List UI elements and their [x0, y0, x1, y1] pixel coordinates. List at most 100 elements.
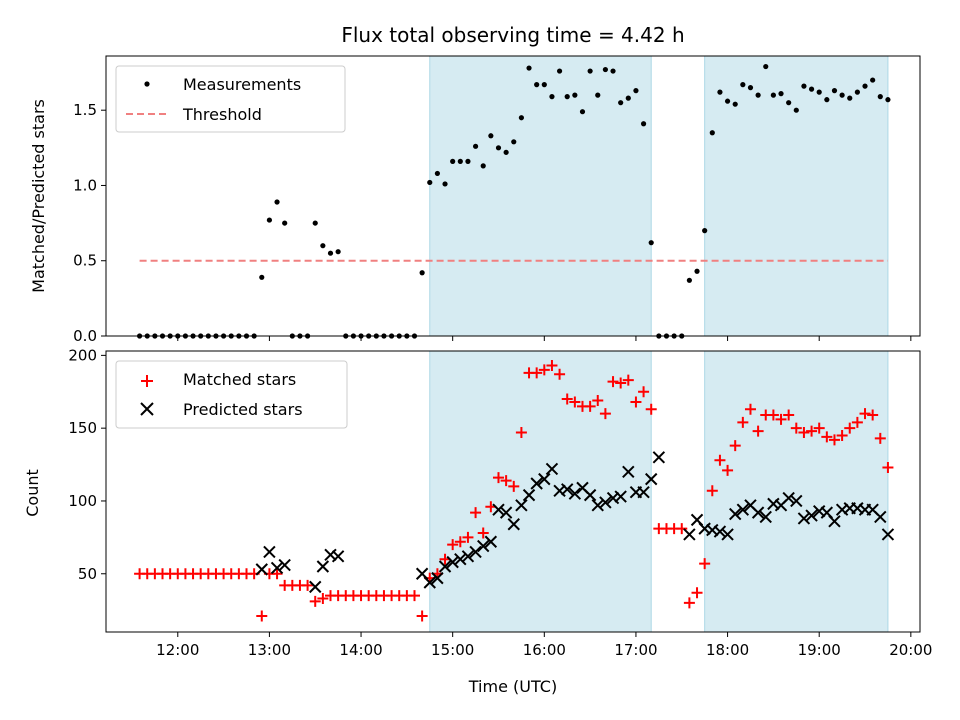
measurement-point: [618, 100, 624, 106]
top-panel: 0.0 0.5 1.0 1.5 Matched/Predicted stars Mea…: [29, 55, 921, 345]
matched-star-point: [691, 587, 703, 599]
measurement-point: [572, 92, 578, 98]
measurement-point: [862, 83, 868, 89]
measurement-point: [602, 66, 608, 73]
matched-star-point: [622, 374, 634, 386]
matched-star-point: [729, 440, 741, 452]
bottom-y-tick-label: 100: [68, 492, 97, 510]
predicted-star-point: [538, 472, 551, 486]
bottom-y-tick-label: 150: [68, 419, 97, 437]
top-y-tick-label: 1.0: [73, 176, 97, 194]
top-shaded-intervals: [429, 55, 889, 337]
predicted-star-point: [713, 525, 727, 538]
predicted-star-point: [507, 518, 520, 531]
bottom-panel: 12:00 13:00 14:00 15:00 16:00 17:00 18:00 19:00…: [23, 346, 932, 696]
matched-star-point: [828, 434, 840, 446]
measurement-point: [740, 82, 746, 88]
matched-star-point: [744, 403, 756, 415]
measurement-point: [480, 163, 486, 169]
measurement-point: [793, 107, 799, 113]
top-y-tick-label: 0.5: [73, 252, 97, 270]
measurement-point: [847, 95, 853, 101]
predicted-star-point: [499, 506, 513, 519]
matched-star-point: [584, 400, 596, 412]
measurement-point: [259, 274, 265, 280]
predicted-star-point: [622, 465, 635, 479]
predicted-star-point: [568, 487, 582, 500]
matched-star-point: [599, 408, 611, 420]
measurement-point: [457, 158, 463, 164]
predicted-star-point: [759, 510, 772, 524]
measurement-point: [816, 89, 822, 95]
matched-star-point: [714, 454, 726, 466]
measurement-point: [778, 91, 784, 97]
predicted-star-point: [645, 472, 658, 486]
x-tick-label: 20:00: [889, 641, 932, 659]
predicted-star-point: [599, 496, 612, 509]
matched-star-point: [737, 416, 749, 428]
predicted-star-point: [492, 503, 505, 516]
matched-star-point: [767, 409, 779, 421]
predicted-star-point: [270, 561, 284, 575]
measurement-point: [786, 100, 792, 106]
top-legend-box: [115, 65, 346, 133]
matched-star-point: [722, 464, 734, 476]
shaded-interval: [429, 350, 652, 633]
predicted-star-point: [729, 507, 742, 521]
matched-star-point: [821, 431, 833, 443]
measurement-point: [472, 143, 479, 149]
matched-star-point: [806, 425, 818, 437]
predicted-star-point: [461, 550, 475, 563]
matched-star-point: [302, 579, 314, 591]
matched-star-point: [798, 427, 810, 439]
matched-star-point: [256, 610, 268, 622]
measurement-point: [442, 181, 448, 187]
matched-star-point: [844, 422, 856, 434]
bottom-legend-box: [115, 360, 348, 429]
bottom-axis-ticks: 12:00 13:00 14:00 15:00 16:00 17:00 18:00 19:00…: [68, 346, 932, 659]
measurement-point: [747, 85, 754, 91]
x-tick-label: 18:00: [706, 641, 749, 659]
measurement-point: [801, 83, 807, 89]
measurement-point: [831, 88, 838, 94]
legend-measurements-label: Measurements: [183, 75, 301, 94]
matched-star-point: [836, 429, 848, 441]
predicted-star-point: [561, 483, 574, 496]
bottom-shaded-intervals: [429, 350, 889, 633]
predicted-star-point: [874, 510, 887, 524]
predicted-star-point: [438, 560, 452, 573]
measurement-point: [434, 170, 441, 177]
measurement-point: [511, 139, 517, 145]
predicted-star-point: [278, 558, 291, 572]
predicted-star-point: [583, 488, 597, 502]
top-legend: Measurements Threshold: [115, 65, 346, 133]
bottom-y-tick-label: 50: [78, 565, 97, 583]
measurements-points: [136, 63, 891, 339]
measurement-point: [755, 92, 761, 98]
top-axis-ticks: 0.0 0.5 1.0 1.5: [73, 101, 912, 345]
matched-star-point: [554, 368, 566, 380]
x-tick-label: 16:00: [523, 641, 566, 659]
matched-star-point: [607, 376, 619, 388]
measurement-point: [465, 158, 471, 164]
measurement-point: [556, 68, 563, 74]
predicted-star-point: [805, 509, 818, 522]
matched-star-point: [546, 360, 558, 372]
matched-star-point: [699, 558, 711, 570]
matched-star-point: [538, 364, 550, 376]
measurement-point: [503, 149, 509, 155]
bottom-y-axis-label: Count: [23, 469, 42, 517]
matched-stars-points: [134, 360, 894, 622]
matched-star-point: [408, 590, 420, 602]
matched-star-point: [851, 416, 863, 428]
measurement-point: [763, 63, 769, 70]
matched-star-point: [676, 523, 688, 535]
measurement-point: [686, 277, 692, 283]
predicted-star-point: [316, 560, 330, 573]
predicted-star-point: [790, 494, 803, 508]
measurement-point: [885, 97, 891, 103]
shaded-interval: [429, 55, 652, 337]
top-y-tick-label: 1.5: [73, 101, 97, 119]
measurement-point: [419, 270, 425, 276]
